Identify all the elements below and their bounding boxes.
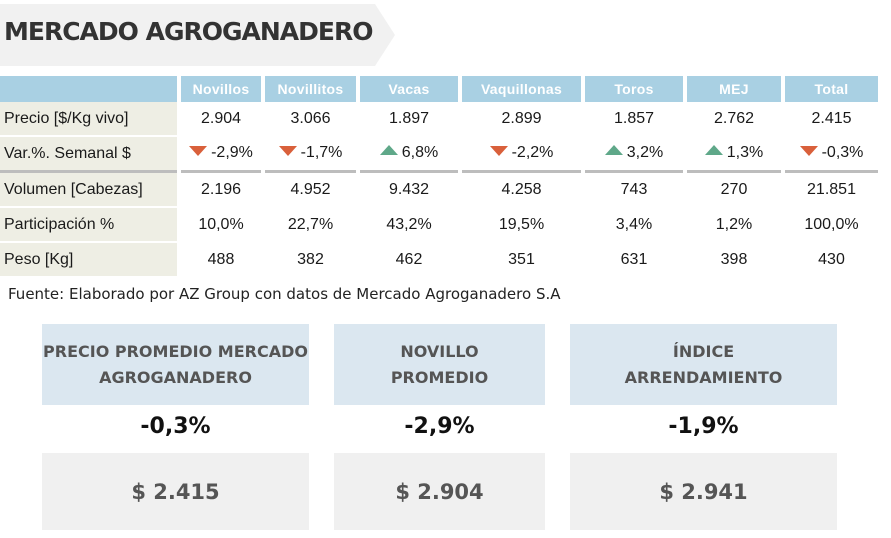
table-row: Precio [$/Kg vivo] 2.904 3.066 1.897 2.8… <box>0 102 878 137</box>
card-title-line2: ARRENDAMIENTO <box>624 367 783 387</box>
table-cell: 22,7% <box>265 208 356 243</box>
table-cell: 21.851 <box>785 173 878 208</box>
table-cell: 2.904 <box>181 102 261 137</box>
table-cell: 382 <box>265 243 356 278</box>
table-cell: 2.762 <box>687 102 781 137</box>
var-value: -0,3% <box>821 144 864 161</box>
row-label: Participación % <box>0 208 177 243</box>
table-cell: 3.066 <box>265 102 356 137</box>
triangle-down-icon <box>189 146 208 156</box>
source-note: Fuente: Elaborado por AZ Group con datos… <box>8 285 561 303</box>
table-cell: 4.952 <box>265 173 356 208</box>
table-cell: 1,2% <box>687 208 781 243</box>
var-value: 1,3% <box>726 144 764 161</box>
card-header: ÍNDICE ARRENDAMIENTO <box>570 324 837 405</box>
table-cell: 270 <box>687 173 781 208</box>
table-row: Peso [Kg] 488 382 462 351 631 398 430 <box>0 243 878 278</box>
card-indice-arrendamiento: ÍNDICE ARRENDAMIENTO -1,9% $ 2.941 <box>570 324 837 530</box>
table-cell: 9.432 <box>360 173 458 208</box>
col-header-toros: Toros <box>585 76 683 102</box>
triangle-up-icon <box>379 145 398 155</box>
table-cell: 430 <box>785 243 878 278</box>
row-label: Var.%. Semanal $ <box>0 137 177 173</box>
triangle-down-icon <box>278 146 297 156</box>
card-value: $ 2.415 <box>42 453 309 530</box>
col-header-mej: MEJ <box>687 76 781 102</box>
table-row: Participación % 10,0% 22,7% 43,2% 19,5% … <box>0 208 878 243</box>
var-value: 3,2% <box>626 144 664 161</box>
var-value: 6,8% <box>401 144 439 161</box>
table-cell: 4.258 <box>462 173 581 208</box>
card-value: $ 2.941 <box>570 453 837 530</box>
col-header-novillos: Novillos <box>181 76 261 102</box>
market-table: Novillos Novillitos Vacas Vaquillonas To… <box>0 76 882 278</box>
table-cell: 351 <box>462 243 581 278</box>
card-header: NOVILLO PROMEDIO <box>334 324 545 405</box>
table-cell: 6,8% <box>360 137 458 173</box>
col-header-vacas: Vacas <box>360 76 458 102</box>
row-label: Peso [Kg] <box>0 243 177 278</box>
table-header-corner <box>0 76 177 102</box>
table-cell: -2,2% <box>462 137 581 173</box>
page-title: MERCADO AGROGANADERO <box>4 17 373 46</box>
card-value: $ 2.904 <box>334 453 545 530</box>
table-cell: 1.897 <box>360 102 458 137</box>
table-cell: 43,2% <box>360 208 458 243</box>
table-header-row: Novillos Novillitos Vacas Vaquillonas To… <box>0 76 878 102</box>
card-header: PRECIO PROMEDIO MERCADO AGROGANADERO <box>42 324 309 405</box>
table-cell: 462 <box>360 243 458 278</box>
triangle-down-icon <box>799 146 818 156</box>
table-cell: 3,2% <box>585 137 683 173</box>
row-label: Volumen [Cabezas] <box>0 173 177 208</box>
card-title-line2: AGROGANADERO <box>99 367 252 387</box>
card-title-line1: NOVILLO <box>400 341 479 361</box>
table-cell: 631 <box>585 243 683 278</box>
table-cell: 19,5% <box>462 208 581 243</box>
table-cell: -1,7% <box>265 137 356 173</box>
title-banner <box>0 4 395 66</box>
table-cell: 1.857 <box>585 102 683 137</box>
table-cell: 2.899 <box>462 102 581 137</box>
table-cell: -0,3% <box>785 137 878 173</box>
card-pct-change: -1,9% <box>668 414 739 439</box>
table-cell: -2,9% <box>181 137 261 173</box>
card-pct-change: -2,9% <box>404 414 475 439</box>
table-cell: 743 <box>585 173 683 208</box>
var-value: -1,7% <box>300 144 343 161</box>
table-cell: 488 <box>181 243 261 278</box>
table-cell: 3,4% <box>585 208 683 243</box>
table-cell: 2.415 <box>785 102 878 137</box>
col-header-total: Total <box>785 76 878 102</box>
var-value: -2,2% <box>511 144 554 161</box>
table-row: Volumen [Cabezas] 2.196 4.952 9.432 4.25… <box>0 173 878 208</box>
card-title-line2: PROMEDIO <box>390 367 489 387</box>
card-title-line1: PRECIO PROMEDIO MERCADO <box>43 341 308 361</box>
col-header-vaquillonas: Vaquillonas <box>462 76 581 102</box>
triangle-up-icon <box>604 145 623 155</box>
col-header-novillitos: Novillitos <box>265 76 356 102</box>
table-cell: 2.196 <box>181 173 261 208</box>
table-row: Var.%. Semanal $ -2,9% -1,7% 6,8% -2,2% … <box>0 137 878 173</box>
table-cell: 100,0% <box>785 208 878 243</box>
triangle-down-icon <box>489 146 508 156</box>
card-precio-promedio: PRECIO PROMEDIO MERCADO AGROGANADERO -0,3… <box>42 324 309 530</box>
table-cell: 1,3% <box>687 137 781 173</box>
var-value: -2,9% <box>211 144 253 161</box>
row-label: Precio [$/Kg vivo] <box>0 102 177 137</box>
card-title-line1: ÍNDICE <box>672 341 735 361</box>
card-novillo-promedio: NOVILLO PROMEDIO -2,9% $ 2.904 <box>334 324 545 530</box>
table-cell: 10,0% <box>181 208 261 243</box>
table-cell: 398 <box>687 243 781 278</box>
card-pct-change: -0,3% <box>140 414 211 439</box>
triangle-up-icon <box>704 145 723 155</box>
